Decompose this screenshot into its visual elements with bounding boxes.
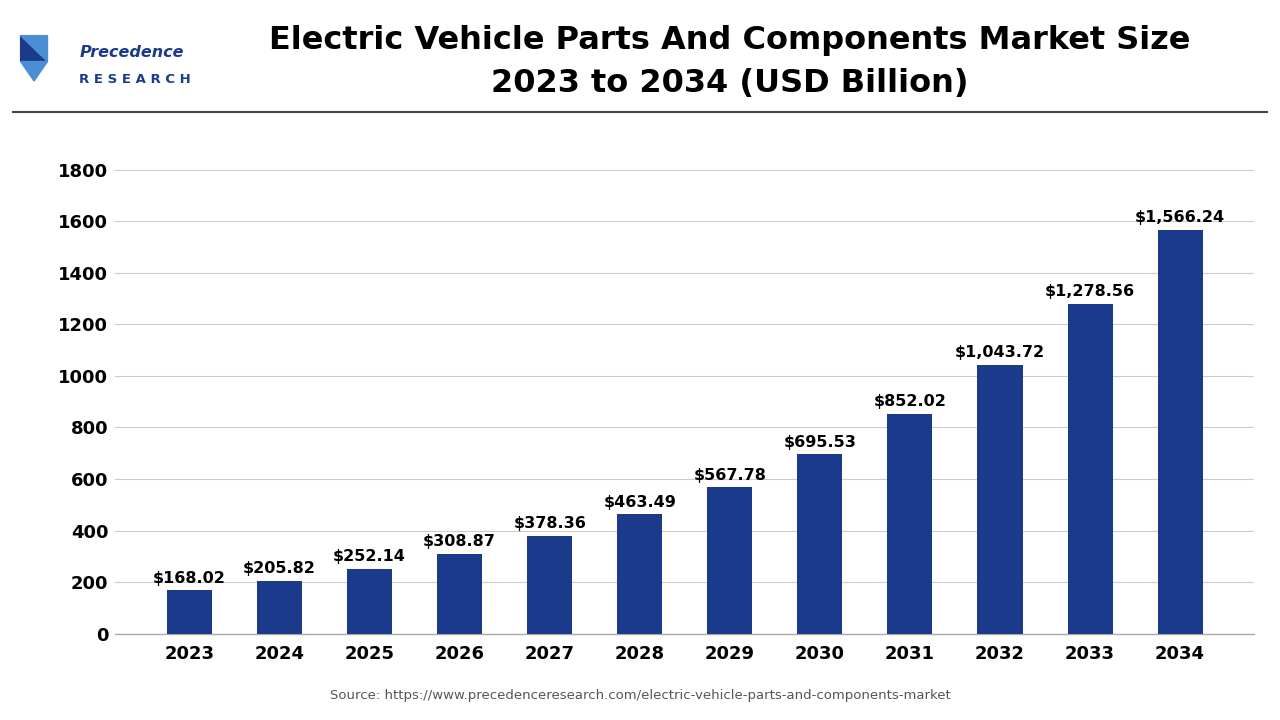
Bar (978, 364, 1023, 634)
Bar (617, 514, 662, 634)
Bar (1068, 304, 1112, 634)
Text: 2023 to 2034 (USD Billion): 2023 to 2034 (USD Billion) (490, 68, 969, 99)
Bar (797, 454, 842, 634)
Bar (166, 590, 212, 634)
Polygon shape (20, 35, 47, 61)
Bar (1157, 230, 1203, 634)
Text: R E S E A R C H: R E S E A R C H (79, 73, 191, 86)
Text: $567.78: $567.78 (694, 468, 767, 482)
Bar (527, 536, 572, 634)
Polygon shape (20, 35, 47, 61)
Bar (887, 414, 932, 634)
Text: $695.53: $695.53 (783, 435, 856, 450)
Text: $378.36: $378.36 (513, 516, 586, 531)
Bar (708, 487, 753, 634)
Text: $1,043.72: $1,043.72 (955, 345, 1044, 360)
Text: $852.02: $852.02 (873, 395, 946, 410)
Polygon shape (20, 61, 47, 81)
Text: Electric Vehicle Parts And Components Market Size: Electric Vehicle Parts And Components Ma… (269, 25, 1190, 56)
Bar (347, 569, 392, 634)
Text: $1,278.56: $1,278.56 (1044, 284, 1135, 300)
Text: $252.14: $252.14 (333, 549, 406, 564)
Bar (257, 580, 302, 634)
Text: $308.87: $308.87 (424, 534, 497, 549)
Text: $1,566.24: $1,566.24 (1135, 210, 1225, 225)
Text: $205.82: $205.82 (243, 561, 316, 576)
Text: $168.02: $168.02 (154, 571, 227, 585)
Bar (438, 554, 483, 634)
Text: Source: https://www.precedenceresearch.com/electric-vehicle-parts-and-components: Source: https://www.precedenceresearch.c… (330, 689, 950, 702)
Text: Precedence: Precedence (79, 45, 184, 60)
Text: $463.49: $463.49 (603, 495, 676, 510)
